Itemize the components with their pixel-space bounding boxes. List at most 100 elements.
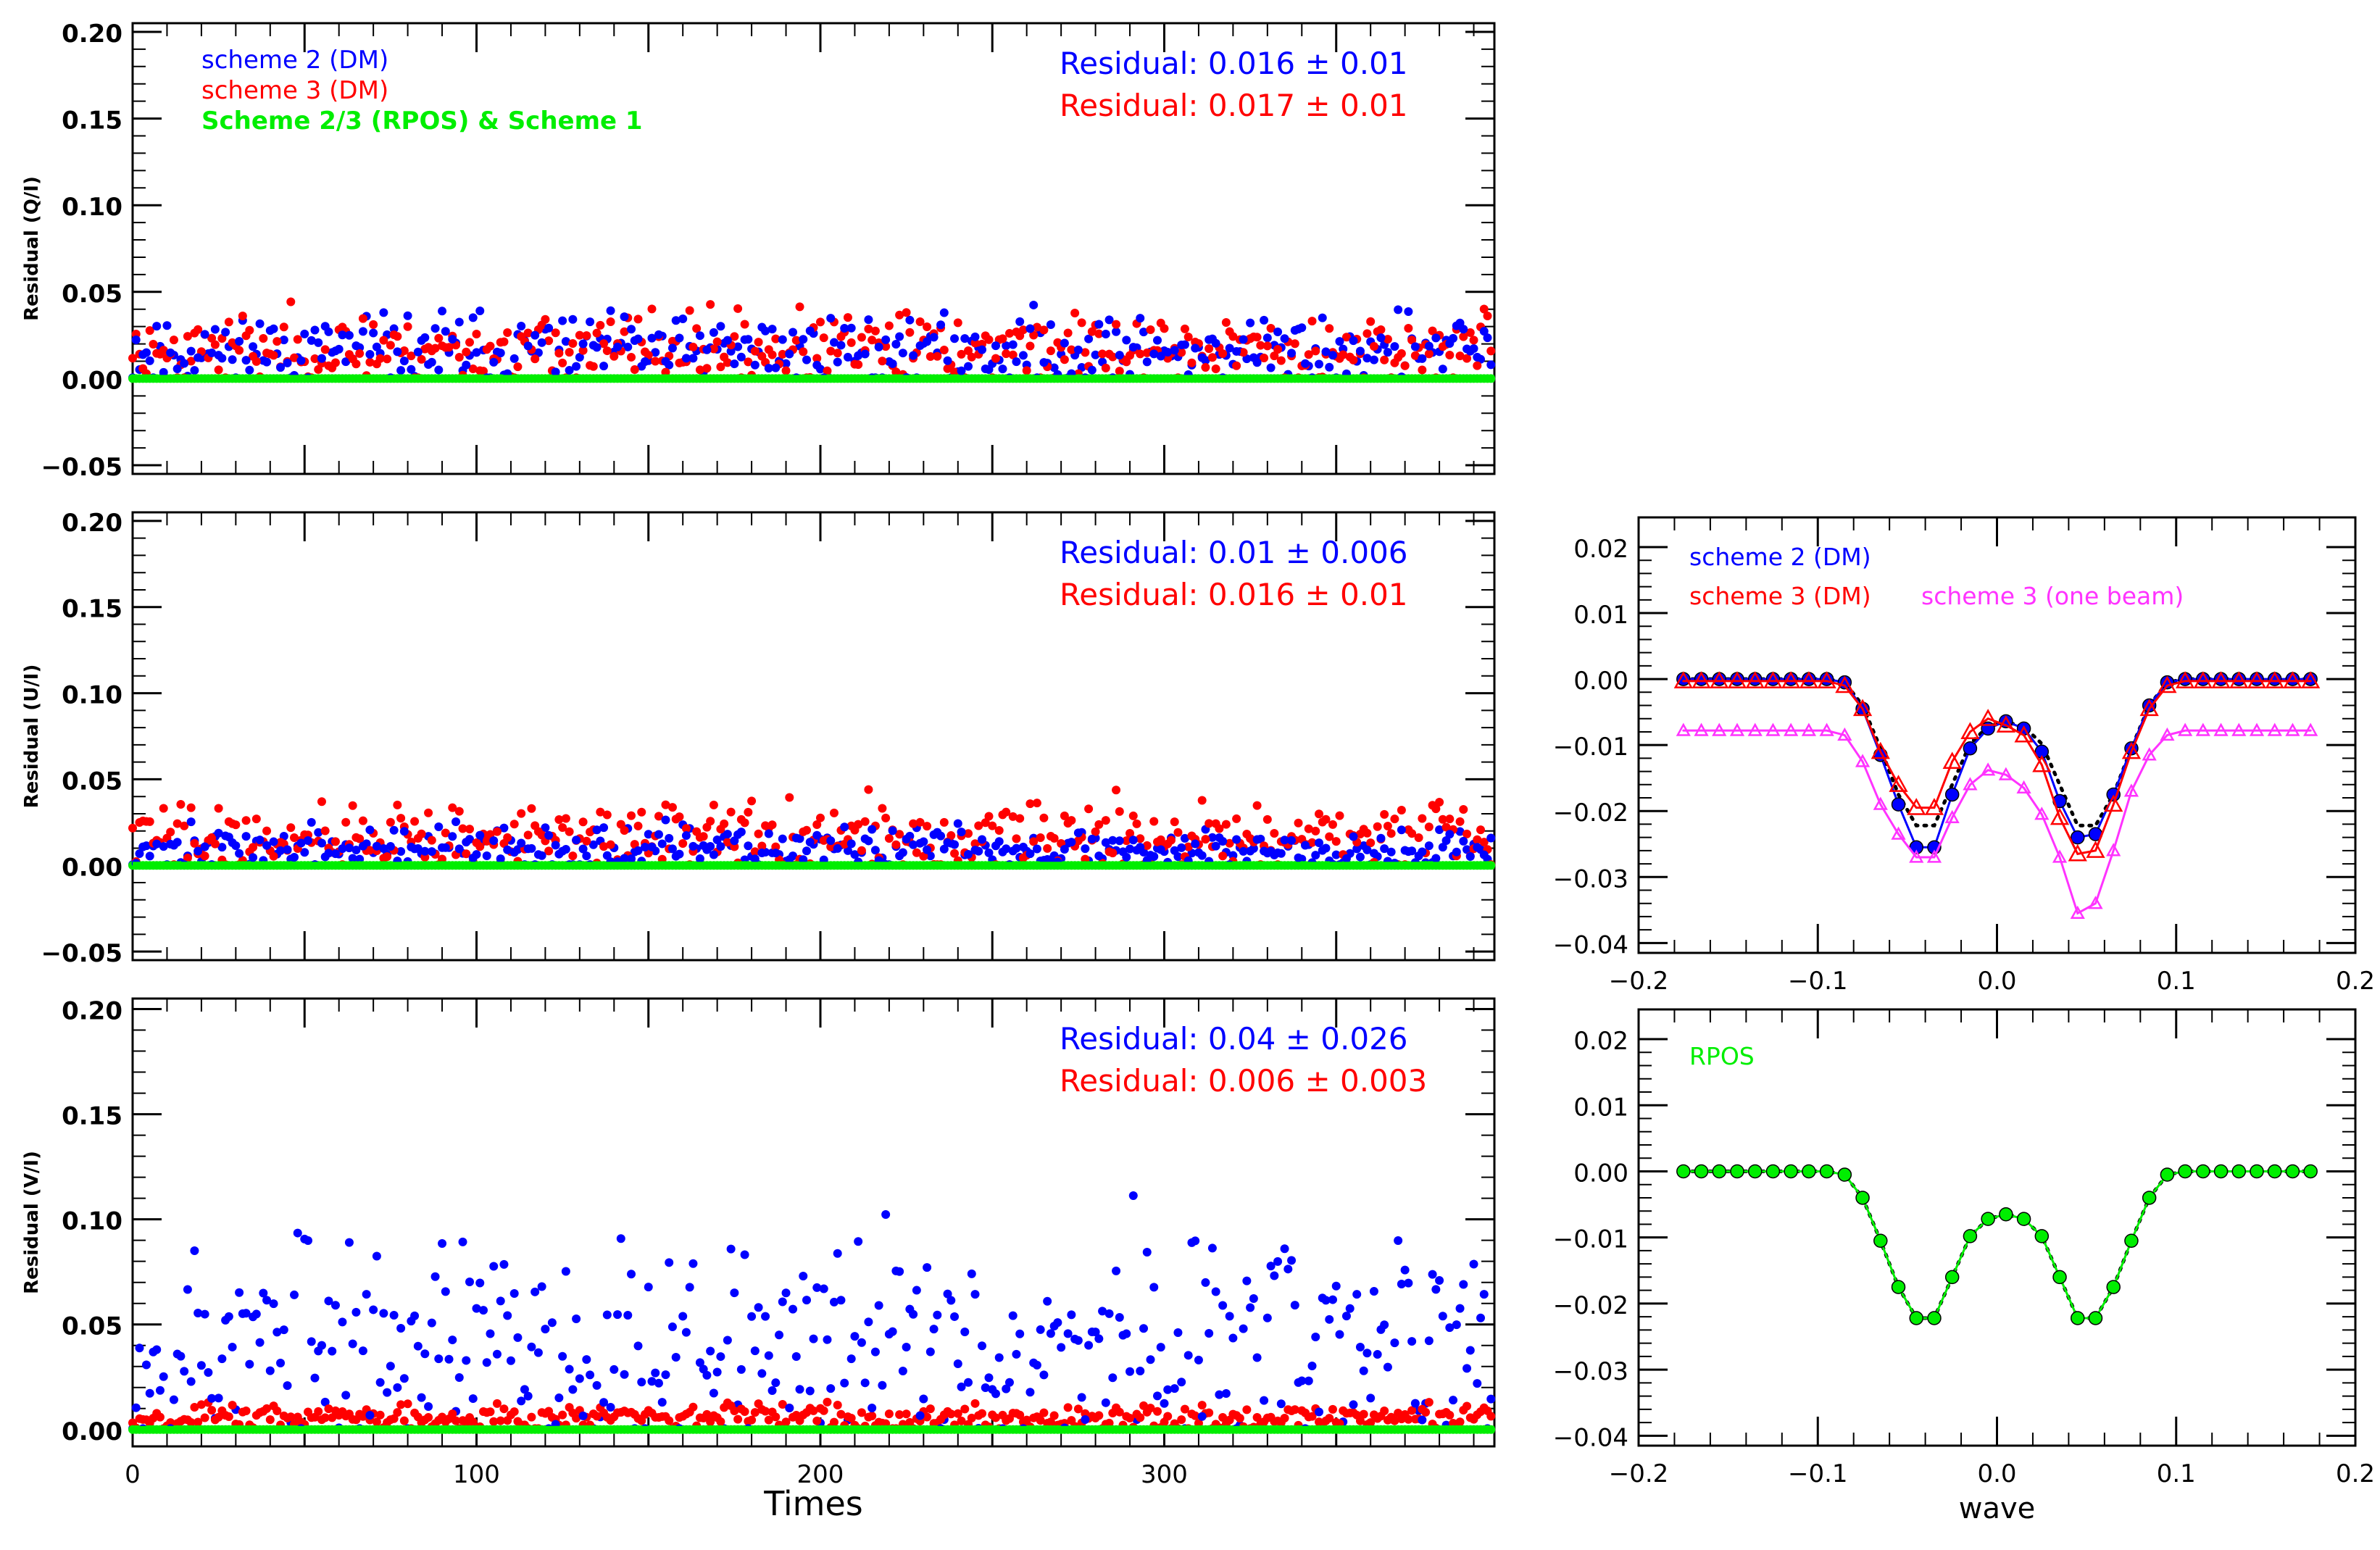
scheme2-point bbox=[771, 1378, 781, 1388]
scheme2-point bbox=[1473, 843, 1482, 852]
scheme2-point bbox=[775, 1330, 784, 1340]
scheme3-point bbox=[1280, 1413, 1289, 1422]
panel-ui: −0.05 0.00 0.05 0.10 0.15 0.20 Residual (U/I) R… bbox=[21, 509, 1496, 968]
scheme2-point bbox=[235, 1288, 244, 1297]
scheme3-point bbox=[967, 1413, 976, 1422]
scheme3-point bbox=[716, 362, 725, 372]
scheme2-point bbox=[1211, 338, 1220, 348]
profile-marker-red bbox=[1745, 671, 1765, 688]
profile-marker-red bbox=[1781, 671, 1801, 688]
scheme2-point bbox=[1479, 1290, 1489, 1299]
scheme2-point bbox=[1315, 1407, 1324, 1417]
scheme2-point bbox=[1407, 1337, 1417, 1346]
scheme3-point bbox=[1445, 814, 1455, 824]
scheme2-point bbox=[1376, 333, 1386, 343]
scheme2-point bbox=[530, 330, 540, 340]
scheme3-point bbox=[1218, 851, 1228, 861]
scheme2-point bbox=[1424, 1336, 1434, 1346]
scheme3-point bbox=[1211, 364, 1220, 374]
scheme3-point bbox=[149, 340, 158, 349]
scheme2-point bbox=[1335, 337, 1344, 346]
scheme2-point bbox=[1394, 1236, 1403, 1245]
scheme3-point bbox=[1407, 336, 1417, 345]
profile-marker-magenta bbox=[2106, 843, 2121, 857]
scheme2-point bbox=[475, 1278, 485, 1288]
scheme3-point bbox=[1002, 349, 1011, 359]
scheme2-point bbox=[1087, 365, 1097, 375]
scheme2-point bbox=[194, 353, 203, 362]
scheme2-point bbox=[537, 1282, 546, 1291]
scheme3-point bbox=[293, 335, 302, 344]
scheme2-point bbox=[791, 1351, 801, 1361]
x-tick-label: 0.1 bbox=[2157, 1459, 2196, 1488]
profile-marker-green bbox=[2016, 1212, 2031, 1226]
scheme3-point bbox=[1252, 801, 1262, 810]
y-tick-label: 0.00 bbox=[1573, 1159, 1628, 1188]
scheme2-point bbox=[499, 823, 509, 833]
profile-marker-red bbox=[1817, 671, 1836, 688]
scheme3-point bbox=[946, 1409, 956, 1419]
x-tick-label: 0.0 bbox=[1977, 1459, 2016, 1488]
profile-marker-red bbox=[1673, 671, 1693, 688]
profile-marker-magenta bbox=[1944, 809, 1960, 823]
residual-annotation: Residual: 0.04 ± 0.026 bbox=[1060, 1021, 1408, 1057]
scheme2-point bbox=[434, 1354, 444, 1364]
scheme3-point bbox=[1128, 811, 1138, 820]
scheme2-point bbox=[1397, 1280, 1406, 1289]
scheme3-point bbox=[891, 367, 901, 377]
scheme2-point bbox=[1459, 1280, 1468, 1289]
scheme3-point bbox=[155, 1412, 165, 1422]
scheme3-point bbox=[675, 812, 684, 822]
scheme3-point bbox=[1276, 356, 1286, 365]
scheme2-point bbox=[909, 840, 918, 849]
scheme2-point bbox=[159, 842, 168, 851]
scheme2-point bbox=[953, 819, 962, 828]
scheme3-point bbox=[492, 1399, 502, 1408]
scheme3-point bbox=[365, 846, 375, 855]
profile-marker-magenta bbox=[1855, 754, 1871, 767]
scheme2-point bbox=[369, 328, 378, 338]
scheme3-point bbox=[695, 365, 704, 375]
scheme3-point bbox=[1424, 822, 1434, 832]
scheme3-point bbox=[1039, 325, 1049, 335]
scheme3-point bbox=[358, 816, 367, 825]
scheme2-point bbox=[1191, 839, 1200, 849]
scheme3-point bbox=[1063, 328, 1073, 338]
scheme3-point bbox=[799, 347, 808, 357]
scheme3-point bbox=[1125, 829, 1135, 838]
scheme2-point bbox=[544, 323, 554, 333]
scheme2-point bbox=[235, 849, 244, 858]
scheme3-point bbox=[1414, 833, 1423, 842]
scheme3-point bbox=[867, 336, 877, 345]
scheme2-point bbox=[712, 1367, 722, 1377]
profile-marker-green bbox=[2088, 1311, 2103, 1325]
scheme2-point bbox=[1087, 1327, 1097, 1336]
scheme3-point bbox=[1435, 797, 1444, 807]
scheme3-point bbox=[716, 1417, 725, 1426]
scheme3-point bbox=[740, 818, 749, 828]
scheme3-point bbox=[599, 842, 609, 851]
x-tick-label: 0.1 bbox=[2157, 967, 2196, 996]
x-tick-label: 0 bbox=[125, 1460, 141, 1489]
scheme2-point bbox=[249, 342, 258, 351]
scheme2-point bbox=[513, 1333, 523, 1342]
scheme2-point bbox=[744, 841, 753, 851]
profile-marker-red bbox=[1996, 715, 2015, 733]
scheme2-point bbox=[1211, 841, 1220, 851]
scheme2-point bbox=[933, 1310, 942, 1320]
profile-marker-green bbox=[1802, 1164, 1816, 1179]
scheme2-point bbox=[799, 335, 808, 344]
scheme2-point bbox=[369, 1305, 378, 1314]
profile-marker-magenta bbox=[2213, 722, 2229, 736]
scheme2-point bbox=[712, 836, 722, 845]
scheme2-point bbox=[1128, 1191, 1138, 1200]
scheme3-point bbox=[410, 817, 420, 826]
scheme2-point bbox=[1149, 1283, 1159, 1292]
scheme3-point bbox=[1325, 832, 1334, 841]
scheme2-point bbox=[517, 838, 526, 848]
profile-marker-red bbox=[1763, 671, 1783, 688]
scheme2-point bbox=[929, 1325, 939, 1334]
scheme2-point bbox=[829, 338, 839, 347]
scheme2-point bbox=[1349, 1400, 1358, 1409]
scheme3-point bbox=[1094, 820, 1104, 829]
